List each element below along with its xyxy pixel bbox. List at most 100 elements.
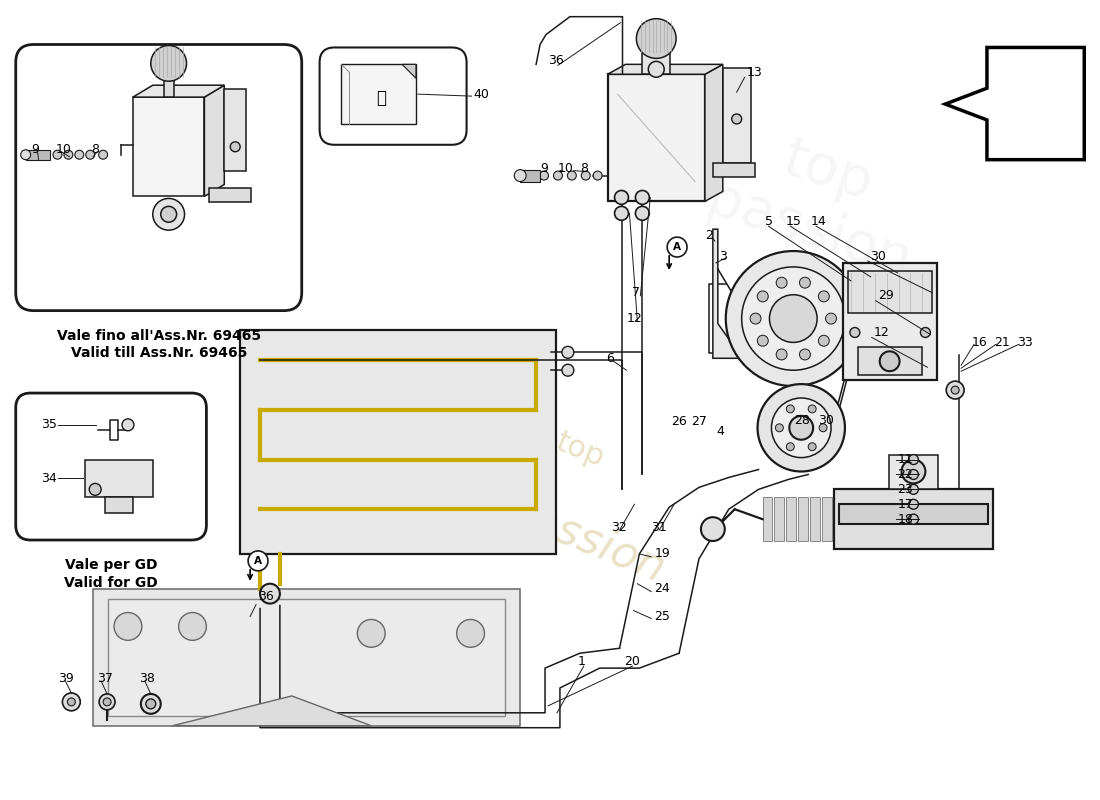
Circle shape [741,267,845,370]
Bar [822,498,832,541]
Circle shape [808,442,816,450]
Circle shape [668,237,688,257]
Circle shape [770,294,817,342]
Text: 13: 13 [747,66,762,78]
Circle shape [75,150,84,159]
Text: 36: 36 [548,54,564,67]
Circle shape [921,327,931,338]
Polygon shape [945,47,1085,160]
Text: 12: 12 [627,312,642,325]
Text: Vale fino all'Ass.Nr. 69465: Vale fino all'Ass.Nr. 69465 [57,329,261,342]
FancyBboxPatch shape [320,47,466,145]
Circle shape [146,699,156,709]
Circle shape [114,613,142,640]
Circle shape [786,405,794,413]
Text: 30: 30 [818,414,834,427]
Bar [762,498,772,541]
FancyBboxPatch shape [15,45,301,310]
Circle shape [776,424,783,432]
Bar [713,162,755,177]
Text: 26: 26 [671,415,686,428]
Text: 2: 2 [705,229,713,242]
Polygon shape [205,86,224,197]
Circle shape [99,694,116,710]
Bar [108,598,505,716]
Text: 10: 10 [558,162,574,175]
Circle shape [103,698,111,706]
Circle shape [153,198,185,230]
Bar [834,490,993,549]
Text: 12: 12 [873,326,890,339]
Circle shape [67,698,75,706]
Text: 1: 1 [578,654,585,668]
Text: 37: 37 [97,671,113,685]
Text: 38: 38 [139,671,155,685]
Bar [811,498,821,541]
Text: 29: 29 [878,290,893,302]
Text: 16: 16 [972,336,988,349]
Circle shape [562,346,574,358]
Text: 24: 24 [654,582,670,595]
Circle shape [230,142,240,152]
Circle shape [540,171,549,180]
Circle shape [515,170,526,182]
Text: 23: 23 [898,483,913,496]
Text: A: A [254,556,262,566]
Bar [133,97,205,197]
Text: 9: 9 [540,162,548,175]
Bar [94,589,520,726]
Circle shape [122,419,134,430]
Circle shape [151,46,187,82]
Text: Valid till Ass.Nr. 69465: Valid till Ass.Nr. 69465 [70,346,246,360]
Bar [799,498,808,541]
Circle shape [701,517,725,541]
Text: 34: 34 [42,472,57,485]
Circle shape [21,150,31,160]
Bar [209,189,251,202]
Polygon shape [705,64,723,202]
Bar [341,64,416,124]
Circle shape [86,150,95,159]
Text: Valid for GD: Valid for GD [64,576,158,590]
Circle shape [636,190,649,204]
Text: 10: 10 [55,143,72,156]
Text: 19: 19 [654,547,670,561]
Circle shape [581,171,591,180]
Text: 32: 32 [612,521,627,534]
Circle shape [615,206,628,220]
Polygon shape [402,64,416,78]
Bar [224,89,246,170]
Text: 31: 31 [651,521,667,534]
Circle shape [757,291,768,302]
Circle shape [726,251,861,386]
Text: top
passion: top passion [700,114,937,290]
Text: 21: 21 [994,336,1010,349]
Text: 14: 14 [811,214,826,228]
Polygon shape [173,696,372,726]
Text: la passion: la passion [449,467,671,591]
Circle shape [141,694,161,714]
Circle shape [946,381,964,399]
Text: 35: 35 [42,418,57,431]
Bar [164,70,174,97]
Circle shape [53,150,62,159]
Circle shape [757,335,768,346]
Circle shape [89,483,101,495]
Circle shape [909,454,918,465]
Bar [889,454,938,490]
Text: 25: 25 [654,610,670,623]
Text: 7: 7 [632,286,640,299]
Circle shape [593,171,602,180]
Text: 5: 5 [764,214,772,228]
Circle shape [358,619,385,647]
Text: 🐎: 🐎 [376,89,386,107]
Circle shape [771,398,830,458]
Circle shape [637,18,676,58]
Circle shape [800,349,811,360]
Circle shape [777,278,788,288]
FancyBboxPatch shape [15,393,207,540]
Circle shape [553,171,562,180]
Bar [607,74,705,202]
Circle shape [648,62,664,78]
Text: 3: 3 [718,250,727,262]
